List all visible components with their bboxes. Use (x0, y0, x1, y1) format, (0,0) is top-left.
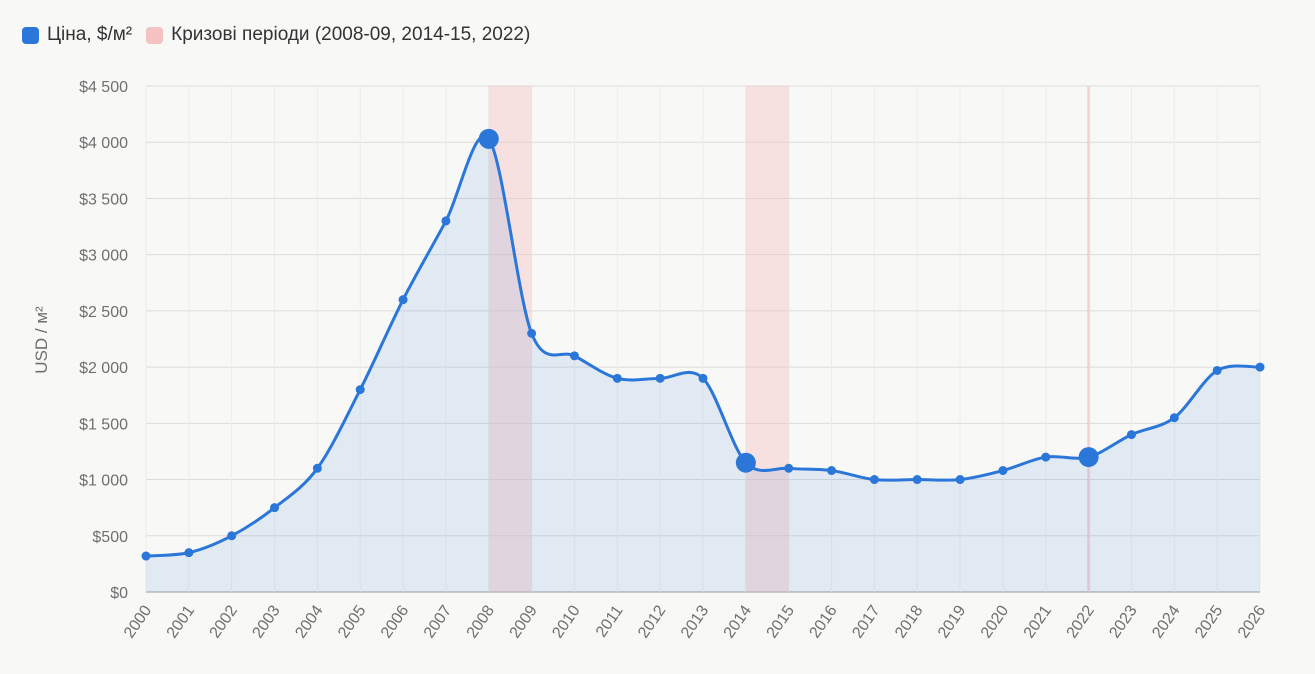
data-point (184, 548, 194, 558)
legend-item-price[interactable]: Ціна, $/м² (22, 24, 132, 46)
data-point (398, 295, 408, 305)
data-point (569, 351, 579, 361)
y-tick-label: $2 000 (79, 360, 128, 377)
y-tick-label: $1 500 (79, 416, 128, 433)
data-point-highlighted (478, 128, 499, 149)
x-tick-label: 2018 (892, 602, 926, 641)
data-point (612, 373, 622, 383)
x-tick-label: 2014 (721, 602, 755, 641)
data-point-highlighted (735, 452, 756, 473)
legend-swatch-price (22, 26, 39, 44)
data-point (912, 475, 922, 485)
data-point (955, 475, 965, 485)
x-tick-label: 2002 (207, 602, 241, 641)
crisis-band (1087, 86, 1091, 592)
chart-legend: Ціна, $/м² Кризові періоди (2008-09, 201… (22, 24, 530, 46)
x-tick-label: 2021 (1021, 602, 1055, 641)
data-point (527, 328, 537, 338)
x-tick-label: 2013 (678, 602, 712, 641)
x-tick-label: 2000 (121, 602, 155, 641)
y-tick-label: $500 (92, 529, 128, 546)
x-tick-label: 2010 (549, 602, 583, 641)
data-point (312, 463, 322, 473)
x-tick-label: 2025 (1192, 602, 1226, 641)
y-tick-label: $2 500 (79, 304, 128, 321)
y-axis-label: USD / м² (32, 306, 51, 374)
crisis-band (745, 86, 789, 592)
data-point-highlighted (1078, 447, 1099, 468)
data-point (141, 551, 151, 561)
x-tick-label: 2020 (978, 602, 1012, 641)
x-tick-label: 2026 (1235, 602, 1269, 641)
x-tick-label: 2011 (593, 602, 627, 640)
x-tick-label: 2005 (335, 602, 369, 641)
data-point (1255, 362, 1265, 372)
data-point (1169, 413, 1179, 423)
data-point (270, 503, 280, 513)
x-tick-label: 2016 (806, 602, 840, 641)
data-point (355, 385, 365, 395)
data-point (227, 531, 237, 541)
legend-swatch-crisis (146, 26, 164, 44)
x-tick-label: 2015 (764, 602, 798, 641)
x-tick-label: 2004 (292, 602, 326, 641)
data-point (1212, 365, 1222, 375)
y-tick-label: $0 (110, 585, 128, 602)
legend-item-crisis[interactable]: Кризові періоди (2008-09, 2014-15, 2022) (146, 24, 530, 46)
x-tick-label: 2023 (1106, 602, 1140, 641)
y-tick-label: $4 000 (79, 135, 128, 152)
x-tick-label: 2017 (849, 602, 883, 641)
legend-label-price: Ціна, $/м² (47, 24, 133, 45)
data-point (827, 466, 837, 476)
y-tick-label: $1 000 (79, 473, 128, 490)
data-point (998, 466, 1008, 476)
x-tick-label: 2022 (1064, 602, 1098, 641)
data-point (1126, 430, 1136, 440)
x-tick-label: 2024 (1149, 602, 1183, 641)
y-tick-label: $3 500 (79, 191, 128, 208)
crisis-band (488, 86, 532, 592)
x-tick-label: 2003 (249, 602, 283, 641)
y-tick-label: $4 500 (79, 79, 128, 96)
data-point (869, 475, 879, 485)
y-tick-label: $3 000 (79, 248, 128, 265)
data-point (655, 373, 665, 383)
x-tick-label: 2008 (464, 602, 498, 641)
data-point (698, 373, 708, 383)
series-line-price (145, 134, 1261, 558)
x-tick-label: 2007 (421, 602, 455, 641)
x-tick-label: 2006 (378, 602, 412, 641)
series-area-price (146, 136, 1260, 592)
x-tick-label: 2001 (164, 602, 198, 641)
x-tick-label: 2019 (935, 602, 969, 641)
data-point (784, 463, 794, 473)
legend-label-crisis: Кризові періоди (2008-09, 2014-15, 2022) (171, 24, 531, 45)
data-point (1041, 452, 1051, 462)
x-tick-label: 2012 (635, 602, 669, 641)
data-point (441, 216, 451, 226)
x-tick-label: 2009 (507, 602, 541, 641)
